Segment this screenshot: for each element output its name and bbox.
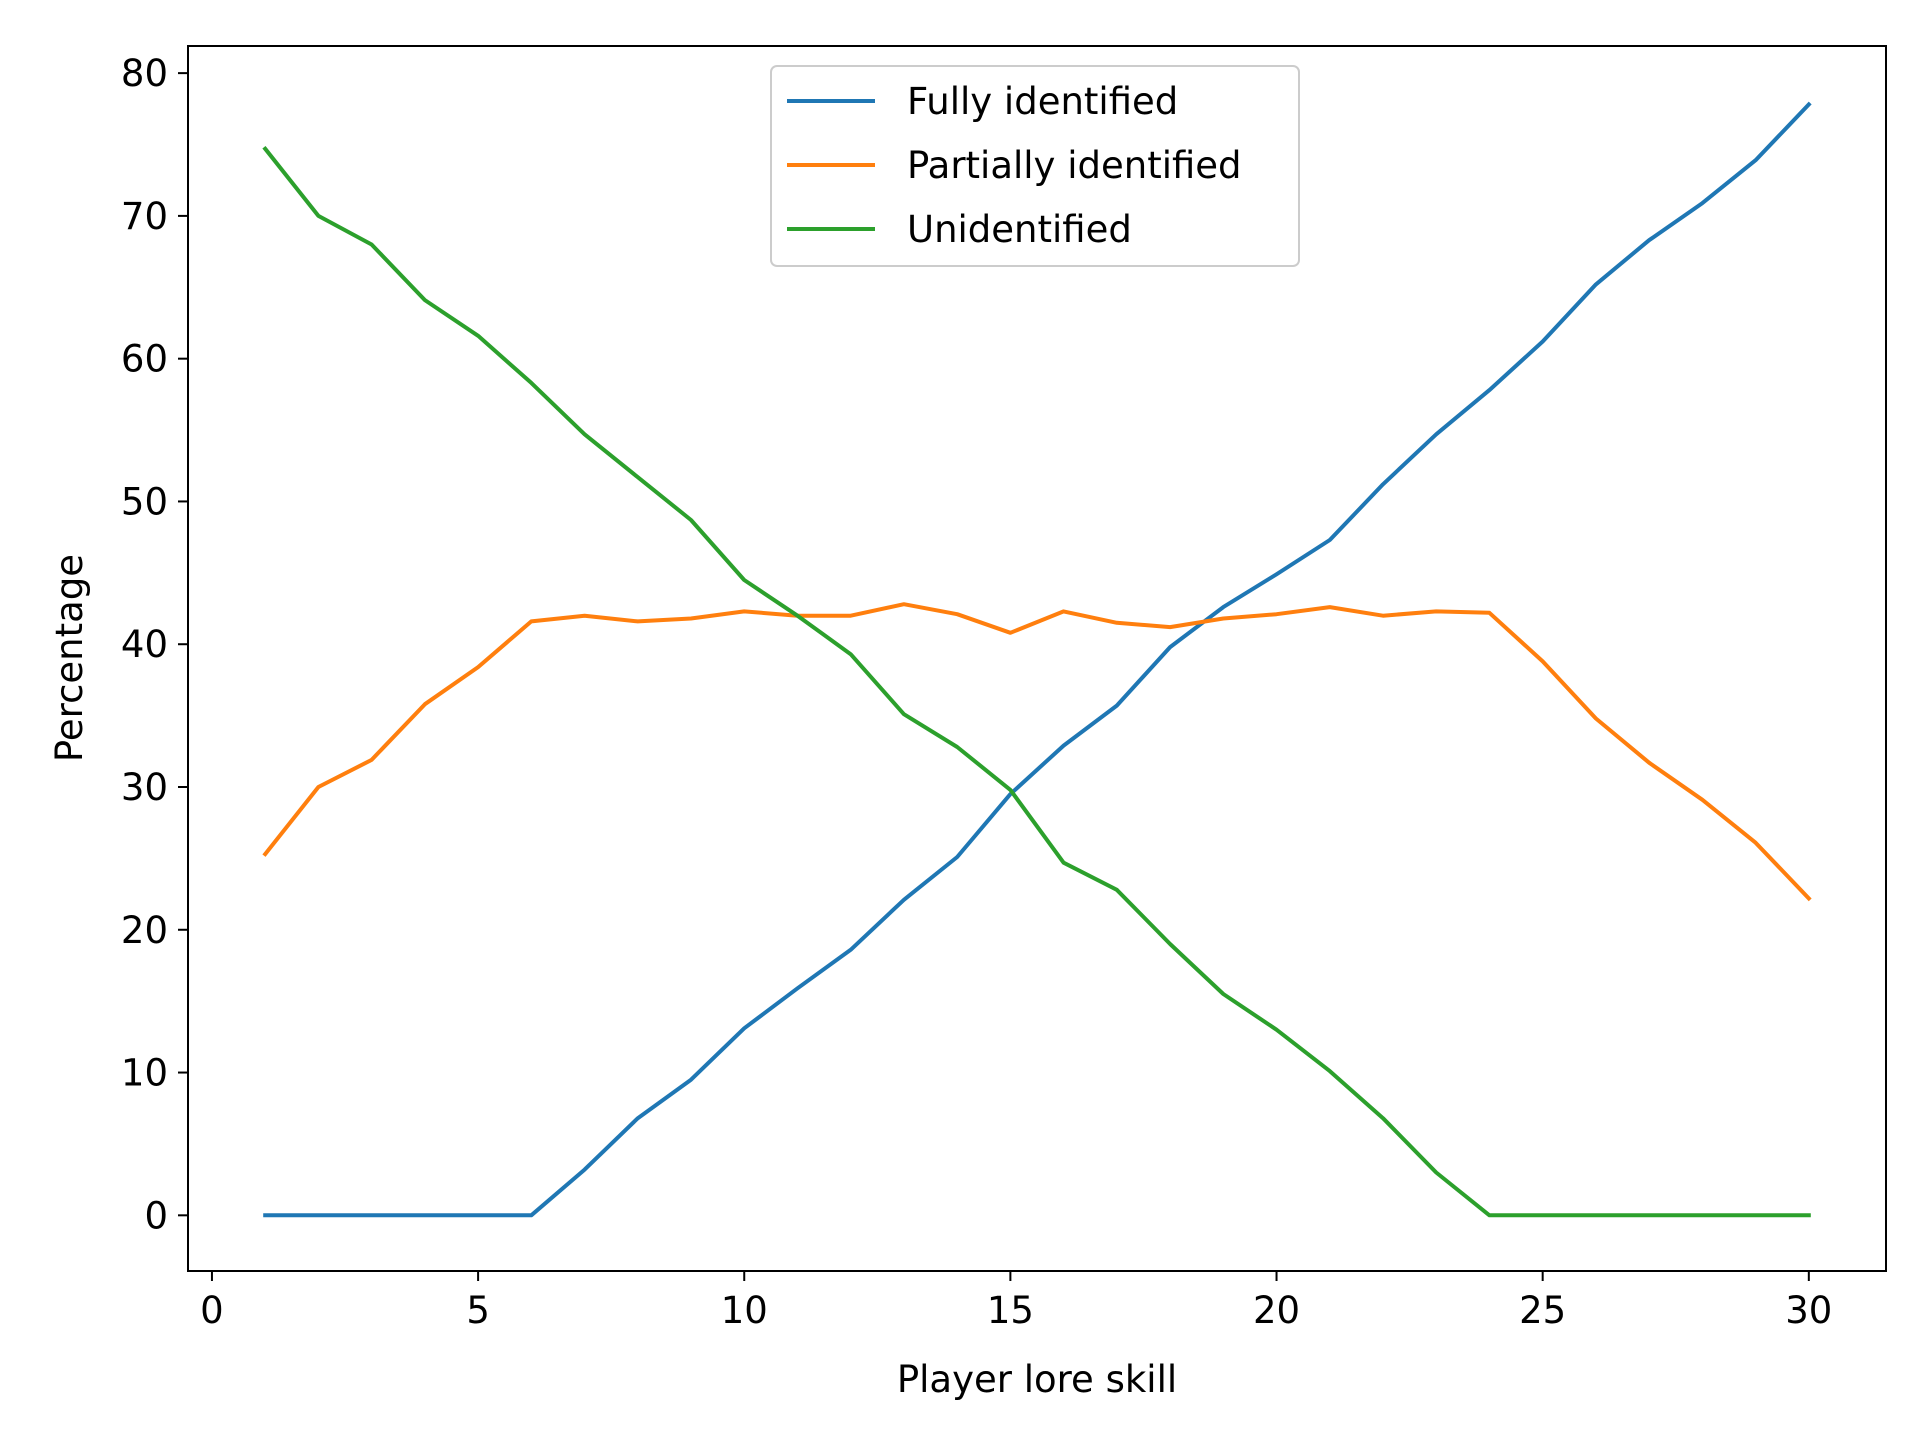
y-tick-label: 0 xyxy=(144,1194,168,1237)
y-axis-label: Percentage xyxy=(48,554,91,762)
y-tick-label: 40 xyxy=(121,623,168,666)
x-tick-label: 30 xyxy=(1785,1289,1832,1332)
series-line-partially-identified xyxy=(262,602,1812,902)
series-line-fully-identified xyxy=(263,101,1812,1218)
y-tick-label: 20 xyxy=(121,909,168,952)
x-axis-label: Player lore skill xyxy=(897,1358,1177,1401)
x-tick-label: 20 xyxy=(1253,1289,1300,1332)
y-tick-label: 60 xyxy=(121,338,168,381)
y-tick-label: 80 xyxy=(121,52,168,95)
legend-label-fully-identified: Fully identified xyxy=(907,80,1178,123)
y-tick-label: 50 xyxy=(121,480,168,523)
legend-label-unidentified: Unidentified xyxy=(907,208,1132,251)
y-tick-label: 10 xyxy=(121,1052,168,1095)
y-tick-label: 70 xyxy=(121,195,168,238)
x-tick-label: 0 xyxy=(200,1289,224,1332)
plot-frame xyxy=(187,45,1887,1272)
y-tick-label: 30 xyxy=(121,766,168,809)
x-tick-label: 10 xyxy=(721,1289,768,1332)
x-tick-label: 25 xyxy=(1519,1289,1566,1332)
legend-label-partially-identified: Partially identified xyxy=(907,144,1242,187)
legend-box xyxy=(770,65,1300,267)
series-line-unidentified xyxy=(262,145,1811,1218)
legend: Fully identified Partially identified Unid… xyxy=(770,65,1300,267)
x-tick-label: 5 xyxy=(466,1289,490,1332)
x-tick-label: 15 xyxy=(987,1289,1034,1332)
